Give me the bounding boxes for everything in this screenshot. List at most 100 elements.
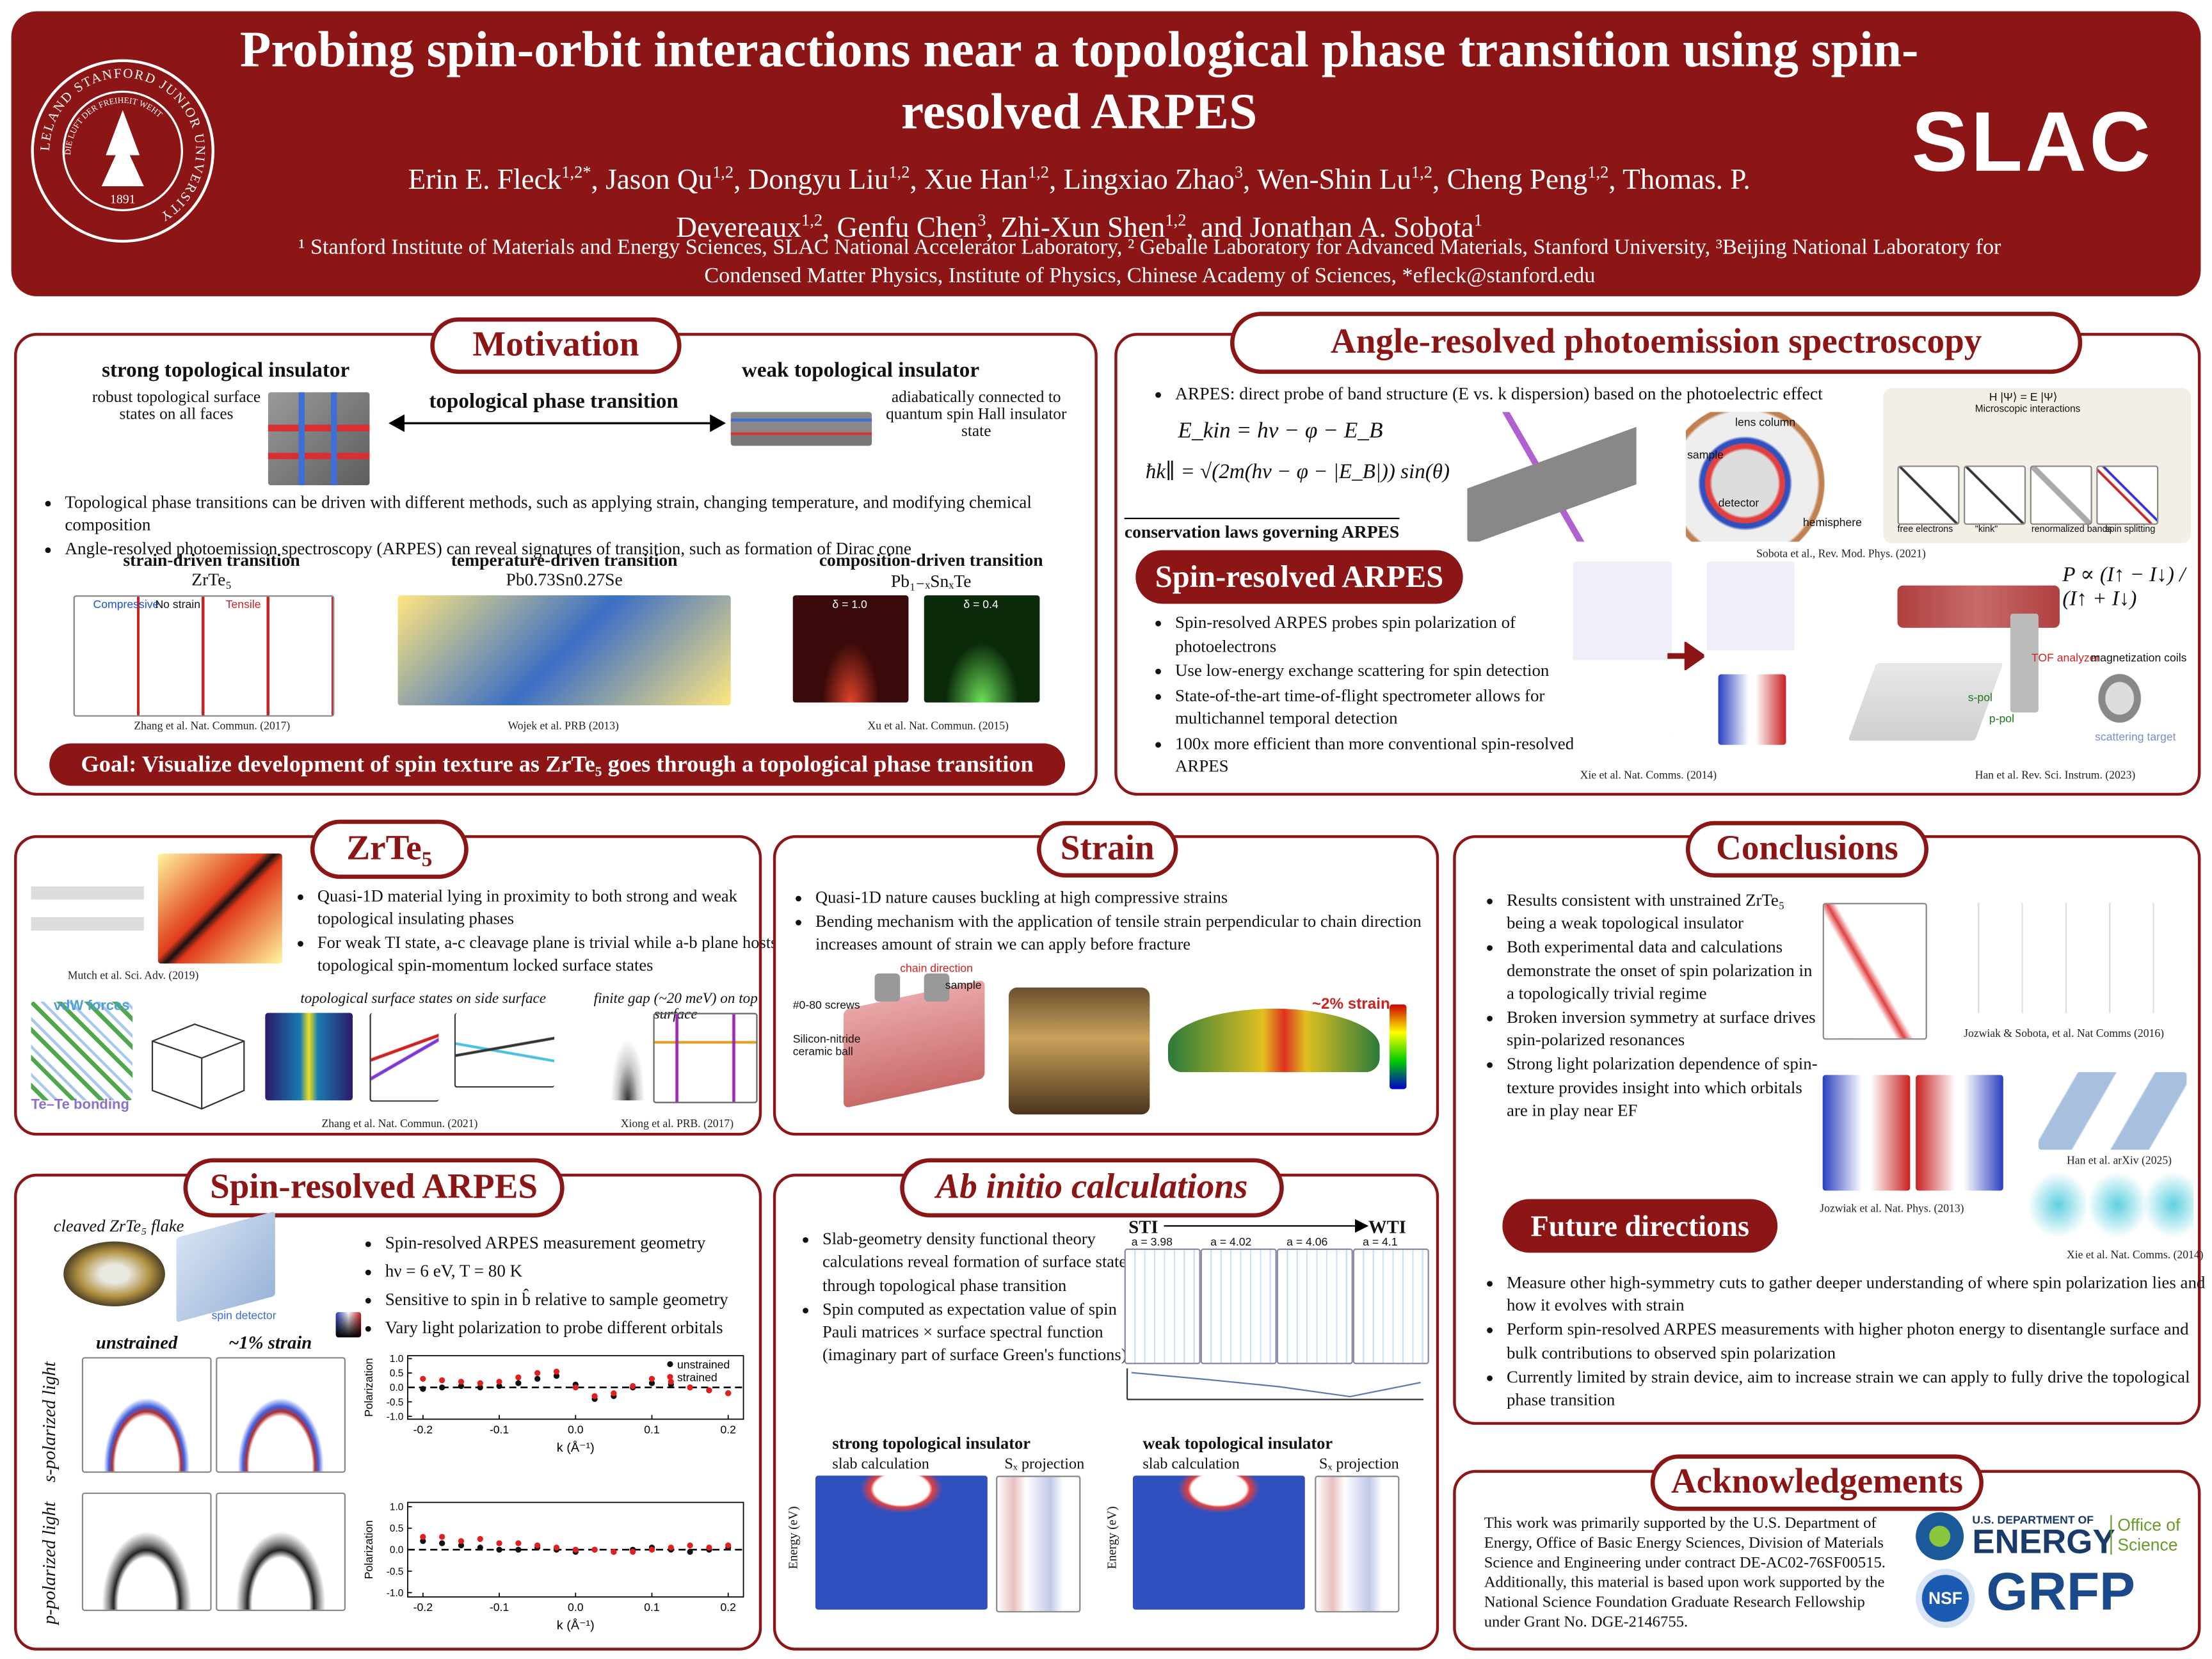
y-tick-label: -1.0 [387,1588,404,1599]
x-tick-label: 0.0 [568,1423,584,1436]
bullet: Sensitive to spin in b̂ relative to samp… [385,1286,780,1313]
figure-tss-arpes [265,1013,353,1101]
author-affiliation: 1,2 [712,162,734,182]
x-axis-label: k (Å⁻¹) [557,1618,595,1633]
data-point [496,1546,502,1553]
x-tick-label: 0.1 [644,1423,660,1436]
data-point [668,1544,674,1551]
bullet: State-of-the-art time-of-flight spectrom… [1175,684,1584,730]
panel-subtitle: slab calculation [832,1455,929,1473]
figure-phase-map [157,853,282,964]
bullet: Topological phase transitions can be dri… [65,491,1116,536]
lattice-label: a = 4.02 [1210,1235,1252,1249]
phase-label: STI [1128,1215,1158,1237]
spin-arpes-bullets: Spin-resolved ARPES measurement geometry… [360,1230,780,1343]
screw [874,973,901,1002]
figure-label: chain direction [900,962,973,975]
section-title: Conclusions [1685,821,1929,878]
y-label: Energy (eV) [1104,1506,1119,1569]
data-point [668,1379,674,1385]
gap-plot [1126,1368,1423,1400]
arrow [1667,641,1704,670]
figure-label: hemisphere [1802,516,1862,529]
bullet: Use low-energy exchange scattering for s… [1175,659,1584,682]
legend-marker [667,1374,673,1380]
figure-spin-detector-a [1573,561,1672,759]
data-point [515,1380,522,1386]
seal-ring [31,59,215,243]
caption: Jozwiak & Sobota, et al. Nat Comms (2016… [1964,1027,2165,1040]
figure-label: TOF analyzer [2031,652,2100,665]
data-point [477,1380,483,1386]
figure-label: vdW forces [53,998,130,1014]
transition-label: topological phase transition [429,390,678,413]
figure-strain-arpes [73,595,335,717]
slab-calculation [815,1475,988,1610]
figure-arrow [1667,641,1704,670]
data-point [458,1542,465,1549]
arpes-image [216,1492,346,1612]
doe-seal [1916,1512,1964,1560]
x-tick-label: 0.1 [644,1601,660,1614]
data-point [420,1386,426,1392]
author-affiliation: 3 [977,210,986,230]
logo-text: U.S. DEPARTMENT OF [1972,1513,2094,1527]
logo-text: ENERGY [1972,1523,2115,1562]
caption: Xie et al. Nat. Comms. (2014) [1580,769,1717,782]
figure-label: Compressive [93,598,159,611]
y-tick-label: 0.5 [390,1368,403,1379]
data-point [553,1368,560,1375]
section-title: Spin-resolved ARPES [183,1158,565,1218]
y-tick-label: 0.5 [390,1523,403,1534]
data-point [591,1393,598,1399]
bullet: Slab-geometry density functional theory … [822,1228,1135,1297]
acknowledgement-text: This work was primarily supported by the… [1484,1515,1886,1631]
figure-spin-arpes [1822,902,1927,1040]
bullet: Vary light polarization to probe differe… [385,1315,780,1342]
data-point [477,1535,483,1543]
panel-subtitle: Sₓ projection [1318,1455,1399,1473]
figure-label: Te–Te bonding [31,1097,129,1114]
data-point [611,1548,617,1555]
author: , Zhi-Xun Shen [986,212,1166,244]
motivation-bullets: Topological phase transitions can be dri… [40,491,1116,561]
data-point [591,1546,598,1553]
transition-arrow [389,414,726,433]
figure-title: composition-driven transition [819,550,1043,570]
y-tick-label: -0.5 [387,1566,404,1577]
grfp-logo: GRFP [1986,1563,2136,1623]
caption: Han et al. Rev. Sci. Instrum. (2023) [1975,769,2136,782]
zrte5-bullets: Quasi-1D material lying in proximity to … [292,885,783,977]
section-title: Strain [1037,821,1178,878]
arrow [389,414,726,433]
figure-spin-map [1718,674,1786,745]
data-point [458,1538,465,1544]
polarization-plot: 1.0 0.5 0.0 -0.5 -1.0 -0.2 -0.1 0.0 0.1 0.2 k (Å⁻¹… [362,1354,744,1455]
panel-motivation [14,333,1098,796]
author-affiliation: 1,2 [888,162,910,182]
figure-temperature-arpes [397,595,731,706]
y-label: Energy (eV) [785,1506,800,1569]
x-tick-label: 0.2 [720,1423,736,1436]
header-banner [11,11,2201,296]
band-structure [1276,1248,1353,1365]
data-point [611,1390,617,1397]
figure-label: ~2% strain [1311,996,1390,1013]
x-tick-label: 0.2 [720,1601,736,1614]
figure-label: sample [945,979,982,992]
caption: Han et al. arXiv (2025) [2067,1153,2172,1167]
bullet: Spin-resolved ARPES probes spin polariza… [1175,611,1584,657]
figure-label: #0-80 screws [792,998,860,1012]
data-point [458,1382,465,1390]
x-tick-label: -0.2 [413,1601,433,1614]
polarization-formula: P ∝ (I↑ − I↓) / (I↑ + I↓) [2062,564,2186,611]
figure-spin-polarization [454,1013,555,1088]
author: Erin E. Fleck [408,164,562,196]
authors: Erin E. Fleck1,2*, Jason Qu1,2, Dongyu L… [353,152,1806,248]
bullet: 100x more efficient than more convention… [1175,732,1584,778]
figure-label: Microscopic interactions [1975,405,2081,415]
bullet: Quasi-1D material lying in proximity to … [317,885,783,930]
bullet: Spin-resolved ARPES measurement geometry [385,1230,780,1257]
slac-logo: SLAC [1911,94,2154,189]
